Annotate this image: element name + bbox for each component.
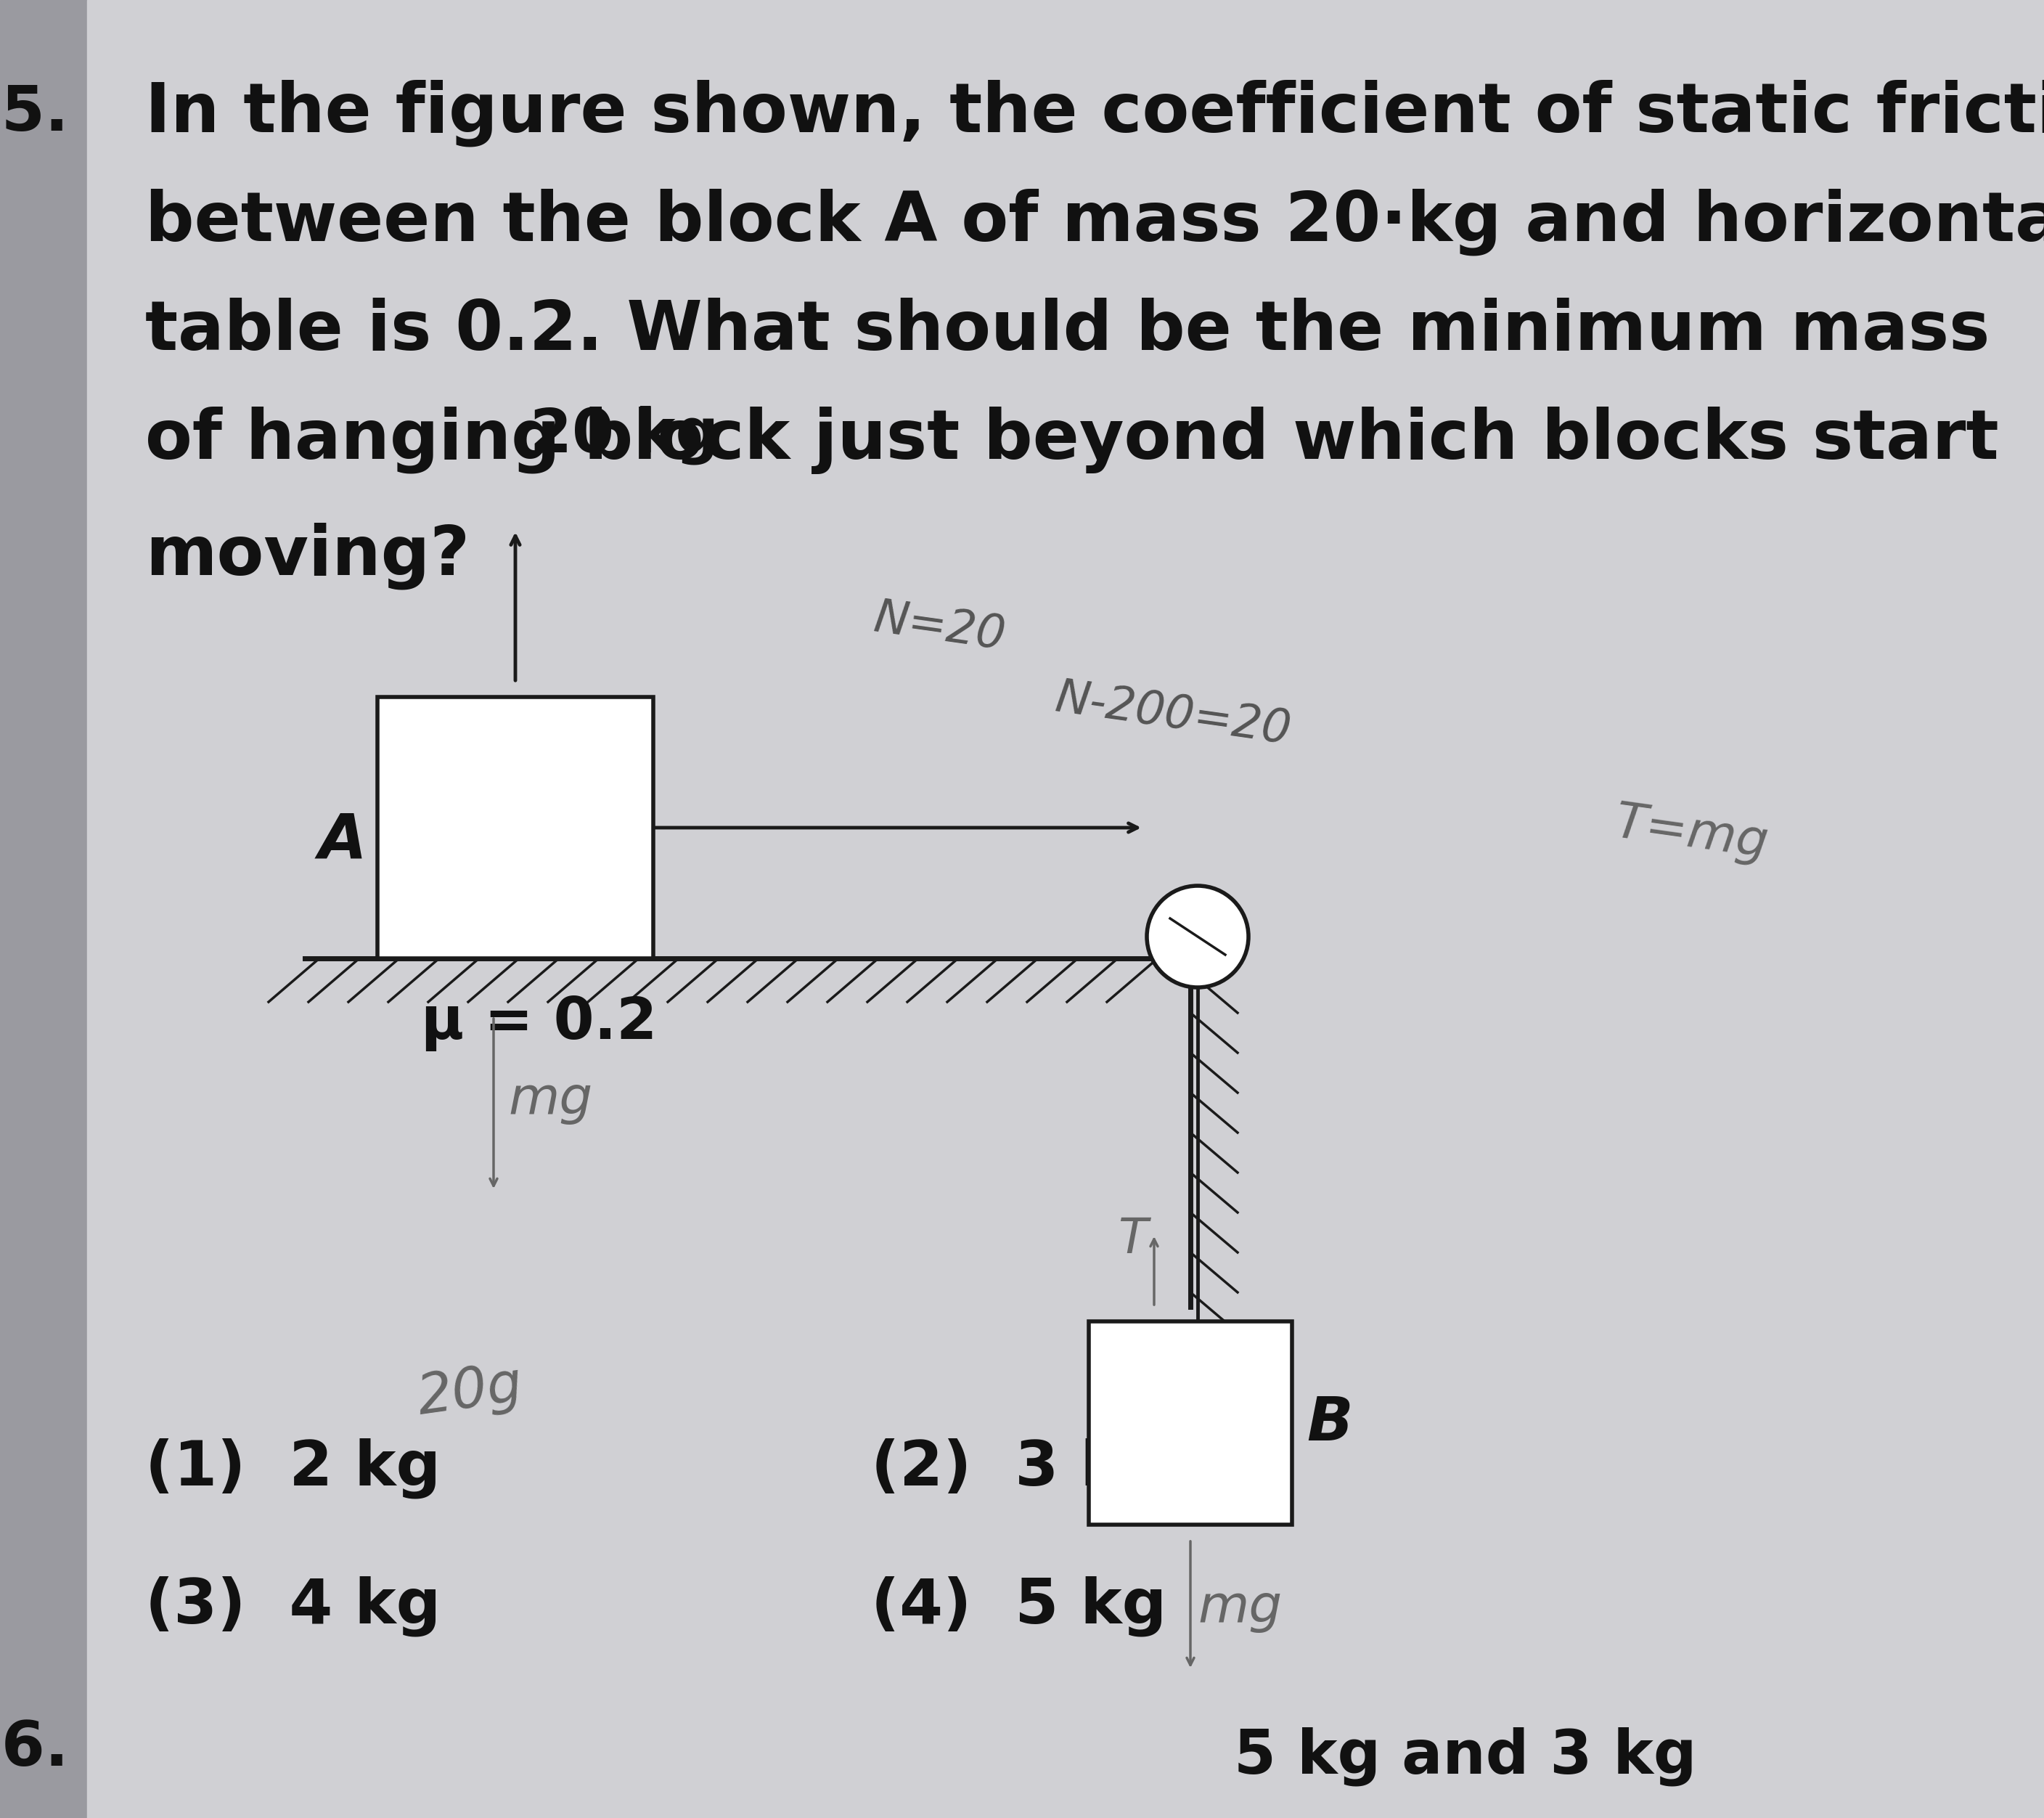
Text: mg: mg (509, 1074, 593, 1125)
Text: 46.: 46. (0, 1718, 69, 1778)
Text: (4)  5 kg: (4) 5 kg (871, 1576, 1167, 1636)
Text: mg: mg (1198, 1583, 1282, 1633)
Text: In the figure shown, the coefficient of static friction: In the figure shown, the coefficient of … (145, 80, 2044, 147)
Bar (0, 0, 88, 1818)
Text: T: T (1118, 1216, 1147, 1264)
Text: m: m (1157, 1398, 1204, 1447)
Text: of hanging block just beyond which blocks start: of hanging block just beyond which block… (145, 407, 1999, 474)
Text: (3)  4 kg: (3) 4 kg (145, 1576, 442, 1636)
Text: μ = 0.2: μ = 0.2 (421, 994, 656, 1051)
Bar (1089, 1322, 1292, 1525)
Text: 5 kg and 3 kg: 5 kg and 3 kg (1235, 1727, 1697, 1785)
Text: T=mg: T=mg (1611, 798, 1770, 869)
Text: A: A (319, 811, 366, 871)
Text: moving?: moving? (145, 524, 470, 589)
Bar (378, 696, 654, 958)
Text: (1)  2 kg: (1) 2 kg (145, 1438, 442, 1498)
Text: (2)  3 kg: (2) 3 kg (871, 1438, 1167, 1498)
Text: 20g: 20g (413, 1358, 525, 1425)
Circle shape (1147, 885, 1249, 987)
Text: between the block A of mass 20·kg and horizontal: between the block A of mass 20·kg and ho… (145, 189, 2044, 256)
Text: 45.: 45. (0, 84, 69, 144)
Text: B: B (1306, 1394, 1353, 1453)
Text: 20 kg: 20 kg (529, 405, 719, 465)
Text: N-200=20: N-200=20 (1053, 674, 1294, 753)
Text: N=20: N=20 (871, 594, 1008, 658)
Text: table is 0.2. What should be the minimum mass: table is 0.2. What should be the minimum… (145, 298, 1989, 364)
